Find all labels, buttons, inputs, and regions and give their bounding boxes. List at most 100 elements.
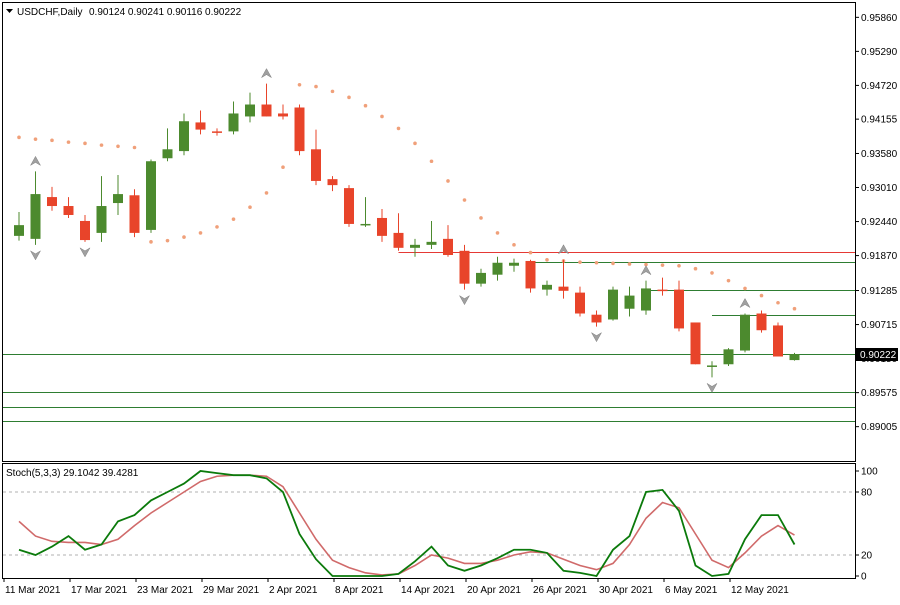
- stochastic-label: Stoch(5,3,3) 29.1042 39.4281: [6, 468, 139, 479]
- candle-body: [657, 289, 668, 292]
- price-tick-label: 0.95290: [861, 47, 898, 58]
- sar-dot: [743, 286, 747, 291]
- time-tick-label: 8 Apr 2021: [335, 585, 384, 596]
- sar-dot: [528, 250, 533, 255]
- sar-dot: [660, 263, 665, 267]
- sar-dot: [215, 225, 219, 229]
- candle-body: [278, 113, 288, 117]
- time-tick-label: 12 May 2021: [731, 585, 789, 596]
- candle-body: [261, 104, 272, 117]
- candle-body: [327, 179, 338, 186]
- time-tick-label: 14 Apr 2021: [401, 585, 455, 596]
- candle-body: [756, 313, 767, 331]
- sar-dot: [429, 159, 434, 164]
- fractal-up-arrow: [29, 155, 42, 167]
- candle-body: [723, 349, 734, 365]
- candle-body: [476, 272, 486, 284]
- stochastic-tick-label: 0: [861, 572, 867, 583]
- candle-body: [624, 295, 635, 309]
- sar-dot: [264, 191, 269, 195]
- sar-dot: [50, 138, 54, 143]
- candle-body: [129, 195, 140, 233]
- sar-dot: [693, 266, 698, 271]
- candle-body: [162, 149, 173, 159]
- time-tick-label: 29 Mar 2021: [203, 585, 260, 596]
- sar-dot: [149, 240, 153, 244]
- time-tick-label: 2 Apr 2021: [269, 585, 318, 596]
- sar-dot: [116, 144, 120, 149]
- sar-dot: [446, 179, 450, 183]
- candle-body: [459, 250, 470, 284]
- price-tick-label: 0.93580: [861, 149, 898, 160]
- candle-body: [344, 188, 354, 224]
- candle-body: [740, 314, 750, 351]
- time-tick-label: 23 Mar 2021: [137, 585, 194, 596]
- candle-body: [113, 194, 123, 204]
- fractals: [29, 68, 751, 393]
- sar-dot: [17, 135, 21, 140]
- fractal-up-arrow: [260, 68, 273, 79]
- ohlc-readout: 0.90124 0.90241 0.90116 0.90222: [89, 7, 242, 18]
- sar-dot: [248, 205, 252, 210]
- candle-body: [410, 244, 420, 248]
- sar-dot: [710, 271, 714, 275]
- sar-dot: [677, 263, 681, 268]
- sar-dot: [578, 260, 582, 264]
- sar-dot: [314, 84, 318, 89]
- sar-dot: [231, 217, 236, 221]
- candle-body: [773, 325, 783, 357]
- stochastic-tick-label: 20: [861, 551, 873, 562]
- candle-body: [96, 206, 107, 233]
- price-tick-label: 0.95860: [861, 13, 898, 24]
- sar-dot: [66, 140, 71, 144]
- candle-body: [245, 104, 255, 117]
- candle-body: [360, 223, 371, 226]
- time-tick-label: 11 Mar 2021: [5, 585, 61, 596]
- price-tick-label: 0.93010: [861, 183, 898, 194]
- parabolic-sar: [17, 83, 797, 311]
- stochastic-pane-frame: [2, 463, 856, 579]
- sar-dot: [165, 238, 170, 243]
- sar-dot: [627, 262, 632, 266]
- symbol-timeframe-label: USDCHF,Daily: [17, 7, 83, 18]
- price-tick-label: 0.90715: [861, 320, 898, 331]
- sar-dot: [198, 231, 203, 235]
- sar-dot: [776, 300, 780, 305]
- candle-body: [63, 206, 74, 215]
- fractal-down-arrow: [79, 247, 91, 258]
- candle-body: [591, 314, 602, 323]
- candle-body: [30, 194, 41, 239]
- price-tick-label: 0.89575: [861, 388, 898, 399]
- stochastic-tick-label: 100: [861, 467, 878, 478]
- sar-dot: [413, 141, 417, 146]
- price-tick-label: 0.94155: [861, 115, 898, 126]
- candle-body: [789, 354, 800, 361]
- chevron-down-icon[interactable]: [6, 9, 13, 13]
- candle-body: [311, 149, 321, 181]
- sar-dot: [611, 261, 615, 266]
- candlesticks: [14, 83, 800, 378]
- sar-dot: [380, 114, 384, 119]
- fractal-up-arrow: [739, 297, 751, 309]
- fractal-down-arrow: [29, 250, 42, 261]
- sar-dot: [792, 306, 797, 311]
- stochastic-oscillator: 100 80 20 0: [3, 467, 878, 583]
- time-tick-label: 20 Apr 2021: [467, 585, 521, 596]
- price-tick-label: 0.92440: [861, 217, 898, 228]
- sar-dot: [99, 143, 104, 147]
- price-tick-label: 0.91870: [861, 251, 898, 262]
- sar-dot: [297, 83, 302, 87]
- candle-body: [212, 131, 222, 133]
- time-tick-label: 26 Apr 2021: [533, 585, 587, 596]
- sar-dot: [594, 260, 599, 265]
- candle-body: [558, 286, 569, 291]
- sar-dot: [347, 95, 351, 100]
- price-pane-frame: [2, 2, 856, 462]
- time-axis: 11 Mar 2021 17 Mar 2021 23 Mar 2021 29 Mar …: [3, 578, 789, 596]
- candle-body: [14, 225, 24, 236]
- sar-dot: [545, 257, 549, 262]
- fractal-down-arrow: [706, 382, 718, 393]
- candle-body: [542, 284, 552, 290]
- current-price-marker: [856, 348, 898, 361]
